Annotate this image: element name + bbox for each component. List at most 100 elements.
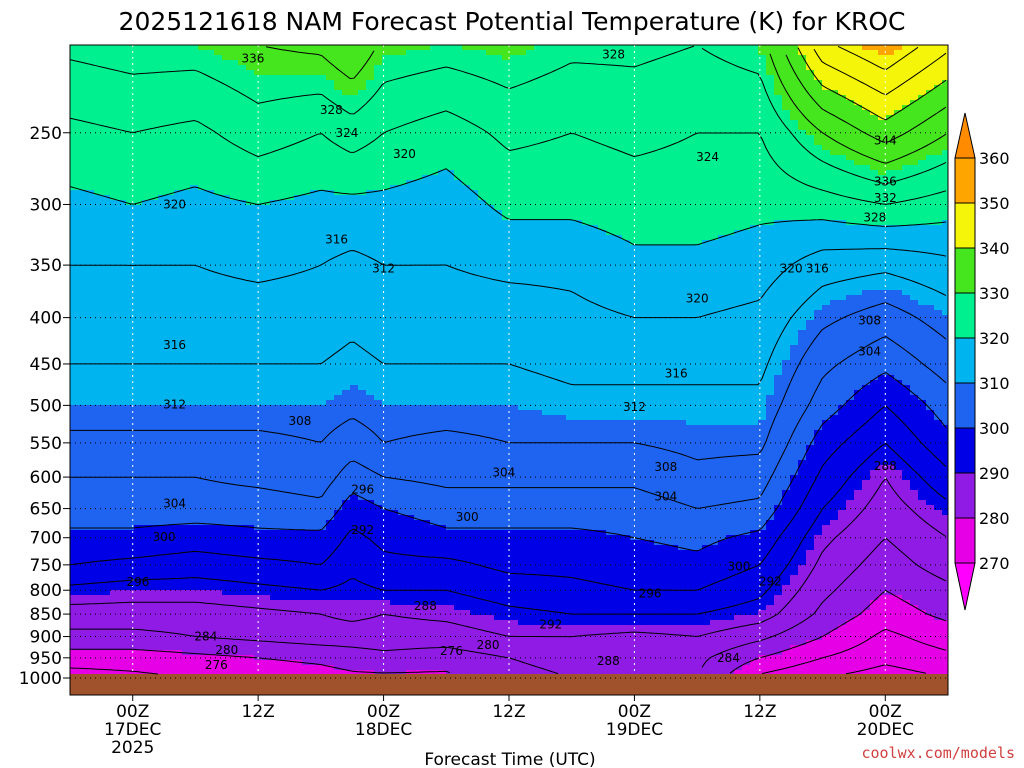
contour-band-cell bbox=[502, 60, 511, 221]
x-tick-label: 00Z bbox=[367, 702, 400, 722]
contour-band-cell bbox=[134, 45, 143, 206]
contour-band-cell bbox=[606, 625, 615, 696]
contour-label: 296 bbox=[351, 482, 374, 496]
contour-band-cell bbox=[782, 360, 791, 491]
contour-band-cell bbox=[430, 405, 439, 526]
contour-band-cell bbox=[830, 90, 839, 156]
contour-band-cell bbox=[846, 100, 855, 161]
contour-band-cell bbox=[430, 175, 439, 406]
contour-band-cell bbox=[366, 500, 375, 601]
y-tick-label: 450 bbox=[30, 355, 62, 375]
contour-band-cell bbox=[350, 600, 359, 671]
contour-band-cell bbox=[878, 375, 887, 466]
contour-band-cell bbox=[886, 465, 895, 596]
isentrope-316 bbox=[70, 248, 947, 319]
contour-band-cell bbox=[894, 225, 903, 291]
x-tick-label: 12Z bbox=[743, 702, 776, 722]
contour-band-cell bbox=[798, 130, 807, 221]
contour-band-cell bbox=[278, 530, 287, 601]
contour-band-cell bbox=[318, 530, 327, 601]
contour-band-cell bbox=[246, 70, 255, 206]
contour-band-cell bbox=[398, 45, 407, 56]
isentrope-344 bbox=[813, 49, 947, 96]
contour-band-cell bbox=[790, 345, 799, 476]
contour-band-cell bbox=[670, 45, 679, 246]
contour-band-cell bbox=[502, 220, 511, 406]
contour-label: 328 bbox=[863, 210, 886, 224]
contour-band-cell bbox=[238, 525, 247, 596]
contour-band-cell bbox=[278, 405, 287, 531]
contour-band-cell bbox=[190, 185, 199, 406]
contour-band-cell bbox=[622, 45, 631, 241]
contour-band-cell bbox=[182, 405, 191, 526]
contour-band-cell bbox=[334, 195, 343, 396]
contour-band-cell bbox=[846, 45, 855, 101]
contour-band-cell bbox=[614, 45, 623, 236]
contour-band-cell bbox=[86, 405, 95, 531]
contour-band-cell bbox=[694, 45, 703, 246]
contour-label: 344 bbox=[874, 134, 897, 148]
contour-band-cell bbox=[382, 45, 391, 56]
isentrope-272 bbox=[845, 664, 927, 675]
contour-band-cell bbox=[214, 55, 223, 196]
contour-band-cell bbox=[286, 200, 295, 406]
contour-band-cell bbox=[294, 405, 303, 531]
contour-band-cell bbox=[790, 45, 799, 121]
contour-band-cell bbox=[886, 55, 895, 116]
contour-band-cell bbox=[198, 525, 207, 591]
contour-band-cell bbox=[902, 600, 911, 696]
contour-band-cell bbox=[734, 535, 743, 616]
y-tick-label: 650 bbox=[30, 500, 62, 520]
contour-band-cell bbox=[710, 45, 719, 241]
contour-band-cell bbox=[438, 170, 447, 406]
contour-band-cell bbox=[606, 235, 615, 421]
contour-band-cell bbox=[638, 420, 647, 541]
contour-band-cell bbox=[406, 405, 415, 516]
contour-band-cell bbox=[278, 75, 287, 201]
contour-band-cell bbox=[814, 80, 823, 146]
contour-band-cell bbox=[214, 590, 223, 656]
contour-band-cell bbox=[838, 45, 847, 96]
contour-band-cell bbox=[622, 240, 631, 421]
contour-band-cell bbox=[630, 540, 639, 626]
contour-band-cell bbox=[278, 45, 287, 76]
contour-band-cell bbox=[382, 600, 391, 676]
contour-band-cell bbox=[894, 45, 903, 51]
contour-band-cell bbox=[214, 525, 223, 591]
contour-band-cell bbox=[726, 45, 735, 236]
contour-band-cell bbox=[398, 55, 407, 186]
contour-band-cell bbox=[782, 490, 791, 586]
contour-band-cell bbox=[830, 520, 839, 631]
contour-band-cell bbox=[174, 525, 183, 591]
contour-band-cell bbox=[686, 425, 695, 551]
contour-band-cell bbox=[542, 220, 551, 416]
contour-band-cell bbox=[894, 50, 903, 111]
contour-band-cell bbox=[678, 245, 687, 421]
contour-band-cell bbox=[574, 45, 583, 221]
contour-band-cell bbox=[590, 530, 599, 626]
contour-band-cell bbox=[342, 45, 351, 96]
contour-label: 288 bbox=[874, 459, 897, 473]
contour-band-cell bbox=[534, 625, 543, 696]
contour-band-cell bbox=[894, 595, 903, 696]
contour-band-cell bbox=[822, 635, 831, 696]
contour-band-cell bbox=[350, 45, 359, 96]
colorbar-label: 320 bbox=[979, 329, 1010, 348]
contour-band-cell bbox=[718, 45, 727, 236]
contour-band-cell bbox=[534, 220, 543, 411]
contour-band-cell bbox=[110, 590, 119, 651]
contour-band-cell bbox=[750, 225, 759, 426]
contour-band-cell bbox=[366, 190, 375, 396]
contour-band-cell bbox=[902, 105, 911, 166]
contour-band-cell bbox=[670, 545, 679, 626]
contour-band-cell bbox=[126, 650, 135, 696]
contour-band-cell bbox=[166, 650, 175, 696]
contour-band-cell bbox=[854, 295, 863, 391]
contour-band-cell bbox=[542, 45, 551, 221]
contour-band-cell bbox=[366, 395, 375, 501]
contour-band-cell bbox=[830, 45, 839, 91]
contour-band-cell bbox=[374, 600, 383, 676]
contour-band-cell bbox=[70, 45, 79, 191]
contour-band-cell bbox=[846, 225, 855, 296]
contour-band-cell bbox=[422, 405, 431, 521]
